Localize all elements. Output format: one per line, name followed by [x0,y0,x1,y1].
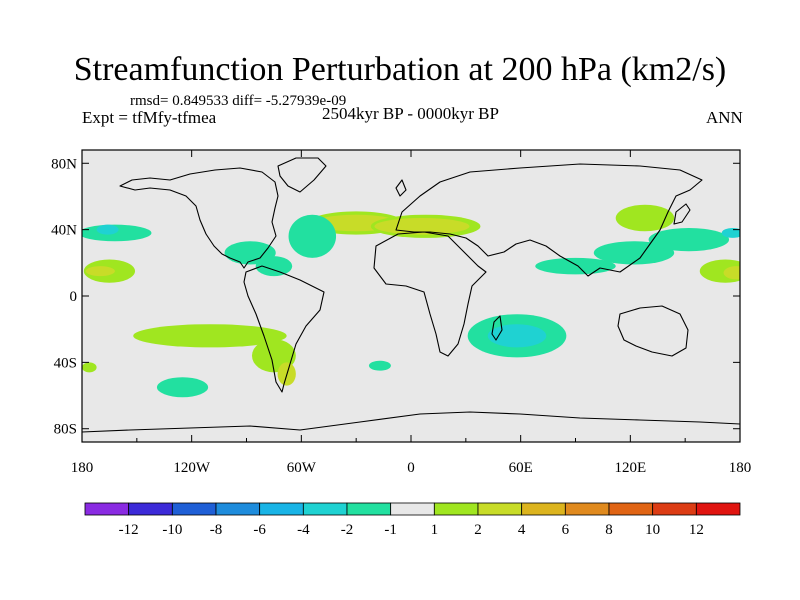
colorbar-label-11: 8 [605,522,613,538]
colorbar-label-13: 12 [689,522,704,538]
contour-region-24 [368,360,391,371]
y-tick-label-3: 40S [54,355,77,371]
season-label: ANN [706,108,743,127]
contour-region-20 [133,324,287,348]
colorbar-label-12: 10 [645,522,660,538]
x-tick-label-2: 60W [287,460,317,476]
colorbar-label-3: -6 [253,522,266,538]
colorbar-segment-6 [346,502,392,516]
coast-madagascar [491,315,503,341]
x-tick-label-6: 180 [729,460,752,476]
axis-ticks: 180 120W 60W 0 60E 120E 180 80N 40N 0 40S 80S [51,150,751,476]
colorbar-label-6: -1 [384,522,397,538]
colorbar-label-10: 6 [562,522,570,538]
colorbar-segment-4 [259,502,304,516]
x-tick-label-3: 0 [407,460,415,476]
coast-greenland [277,157,327,193]
contour-region-13 [648,227,730,252]
coast-north-america [119,167,279,269]
colorbar-segment-10 [521,502,566,516]
colorbar-segment-5 [302,502,348,516]
colorbar-segment-0 [84,502,130,516]
contour-region-12 [593,241,675,265]
colorbar-segment-12 [608,502,654,516]
stats-label: rmsd= 0.849533 diff= -5.27939e-09 [130,93,347,109]
coast-japan [673,203,691,225]
colorbar-segment-13 [652,502,697,516]
colorbar-label-0: -12 [119,522,139,538]
colorbar-label-1: -10 [162,522,182,538]
contour-region-14 [721,227,740,238]
y-tick-label-2: 0 [70,289,78,305]
contour-region-10 [85,266,115,277]
colorbar-segment-9 [477,502,523,516]
colorbar-label-7: 1 [431,522,439,538]
y-tick-label-4: 80S [54,422,77,438]
y-tick-label-1: 40N [51,223,77,239]
contour-region-25 [82,362,97,373]
colorbar-segment-7 [390,502,435,516]
contour-region-4 [288,214,337,258]
colorbar: -12 -10 -8 -6 -4 -2 -1 1 2 4 6 8 10 12 [84,502,741,538]
colorbar-segment-3 [215,502,261,516]
coast-antarctica [82,411,740,433]
colorbar-label-8: 2 [474,522,482,538]
colorbar-segment-2 [171,502,217,516]
contour-region-8 [96,224,119,235]
x-tick-label-5: 120E [614,460,646,476]
coastlines [82,157,740,433]
experiment-label: Expt = tfMfy-tfmea [82,108,217,127]
coast-eurasia [395,163,703,277]
contour-region-23 [156,377,209,398]
coast-africa [373,231,487,357]
chart-title: Streamfunction Perturbation at 200 hPa (… [73,51,727,88]
x-tick-label-4: 60E [509,460,533,476]
colorbar-label-5: -2 [341,522,354,538]
contour-region-19 [487,324,547,348]
coast-south-america [243,265,325,393]
contour-region-15 [615,204,675,232]
coast-australia [617,305,689,357]
colorbar-label-4: -4 [297,522,310,538]
colorbar-segment-14 [695,502,741,516]
colorbar-label-9: 4 [518,522,526,538]
contour-region-6 [255,256,293,277]
colorbar-label-2: -8 [210,522,223,538]
contour-region-17 [723,266,740,280]
x-tick-label-1: 120W [173,460,211,476]
period-label: 2504kyr BP - 0000kyr BP [322,104,499,123]
y-tick-label-0: 80N [51,156,77,172]
x-tick-label-0: 180 [71,460,94,476]
coast-uk [395,179,407,197]
colorbar-segment-8 [433,502,479,516]
colorbar-segment-1 [128,502,173,516]
colorbar-segment-11 [564,502,610,516]
